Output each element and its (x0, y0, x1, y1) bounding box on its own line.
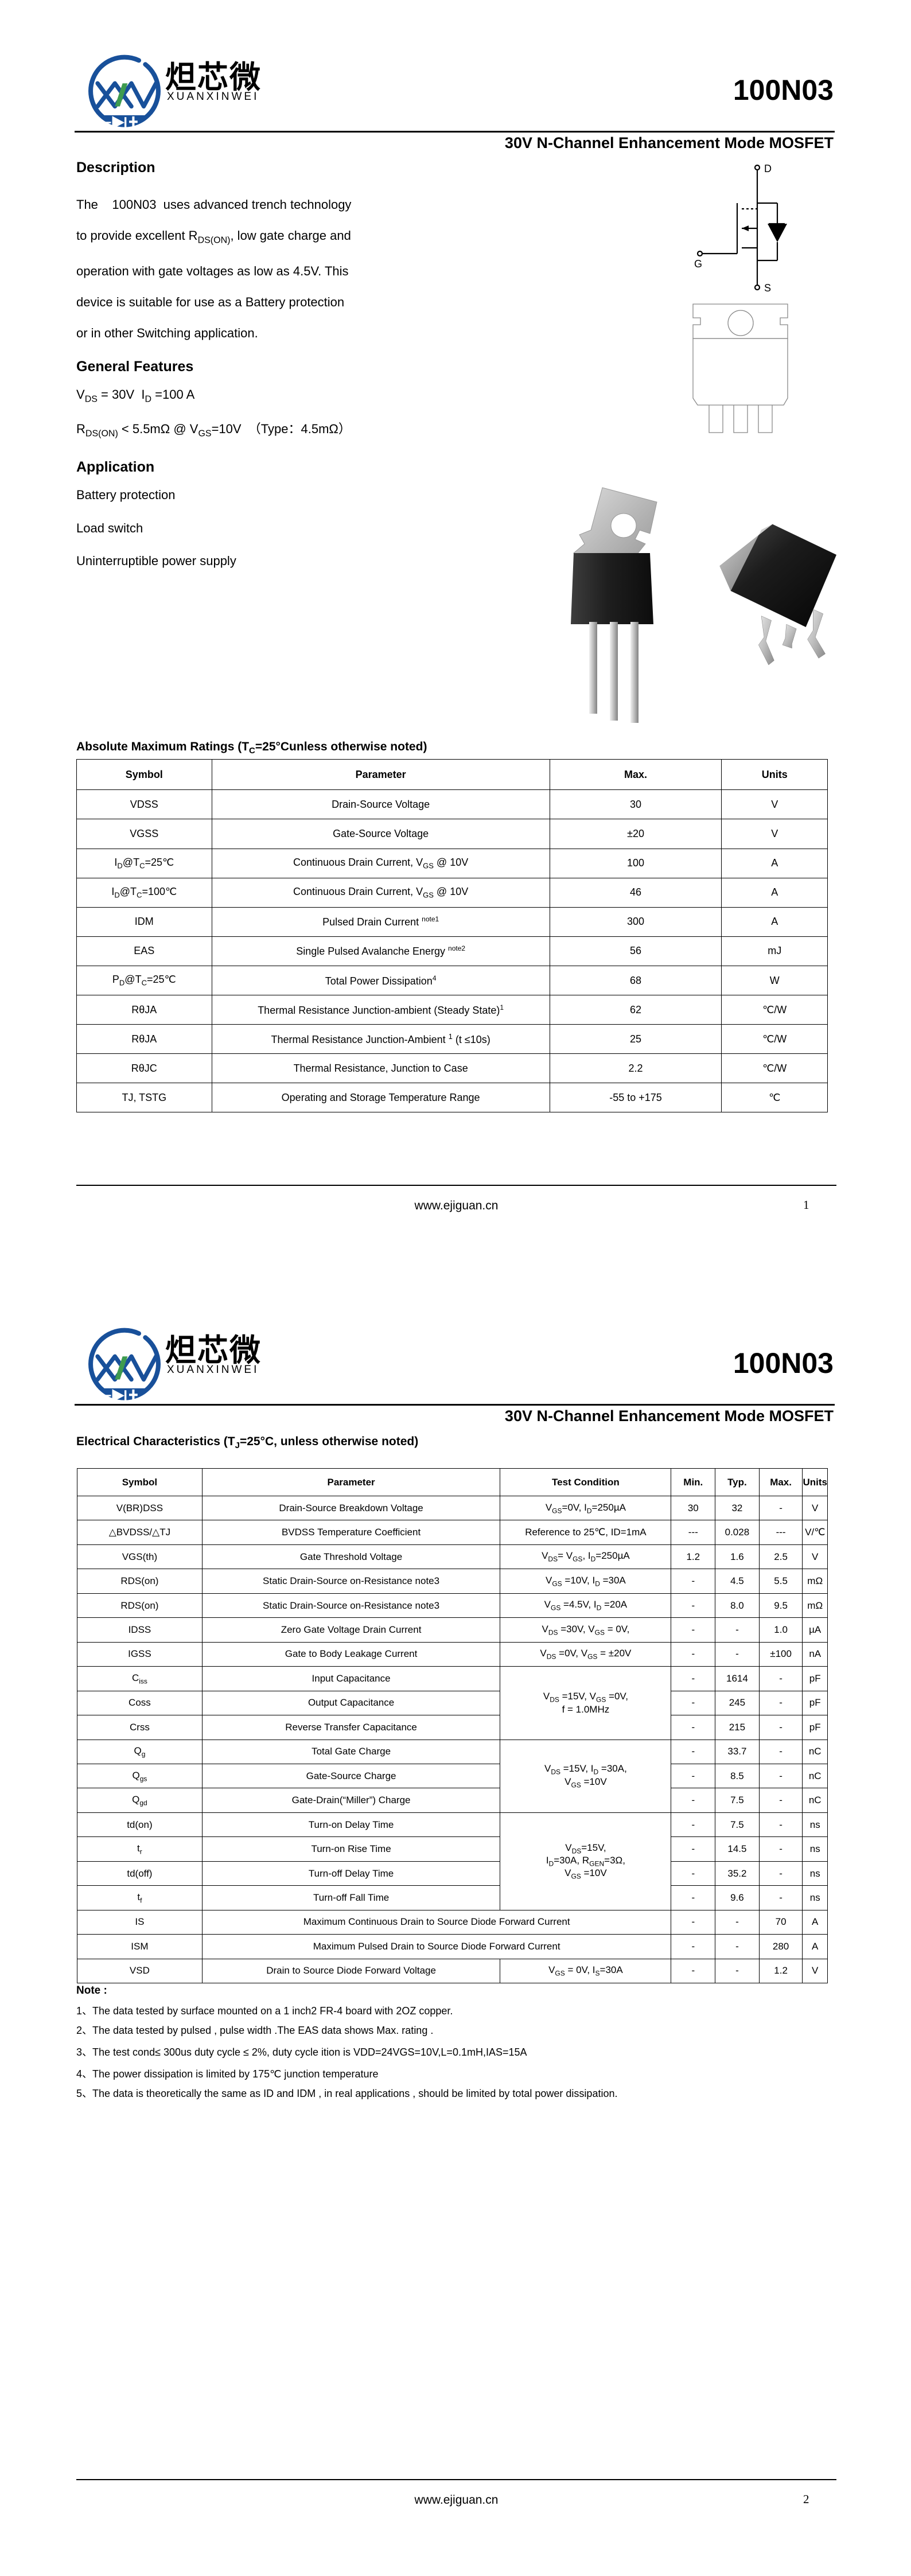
svg-text:D: D (764, 163, 772, 174)
svg-text:G: G (694, 258, 702, 270)
svg-text:S: S (764, 282, 771, 294)
